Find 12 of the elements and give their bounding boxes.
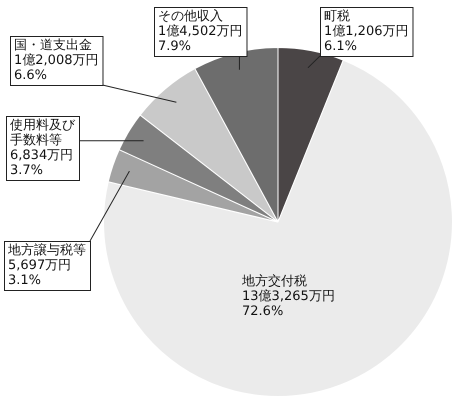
data-label: 1億2,008万円 6.6%: [14, 52, 98, 83]
slice-label: 使用料及び手数料等: [10, 118, 76, 148]
slice-label: 国・道支出金: [14, 38, 92, 53]
slice-label: 町税: [324, 8, 350, 24]
data-label: 13億3,265万円 72.6%: [242, 288, 335, 319]
data-label: 1億4,502万円 7.9%: [158, 24, 242, 54]
slice-label: 地方交付税: [241, 272, 307, 289]
data-label: 1億1,206万円 6.1%: [324, 24, 408, 54]
data-label: 5,697万円 3.1%: [8, 258, 72, 288]
slice-label: 地方譲与税等: [7, 242, 86, 258]
slice-label: その他収入: [158, 8, 223, 24]
data-label: 6,834万円 3.7%: [10, 148, 74, 178]
